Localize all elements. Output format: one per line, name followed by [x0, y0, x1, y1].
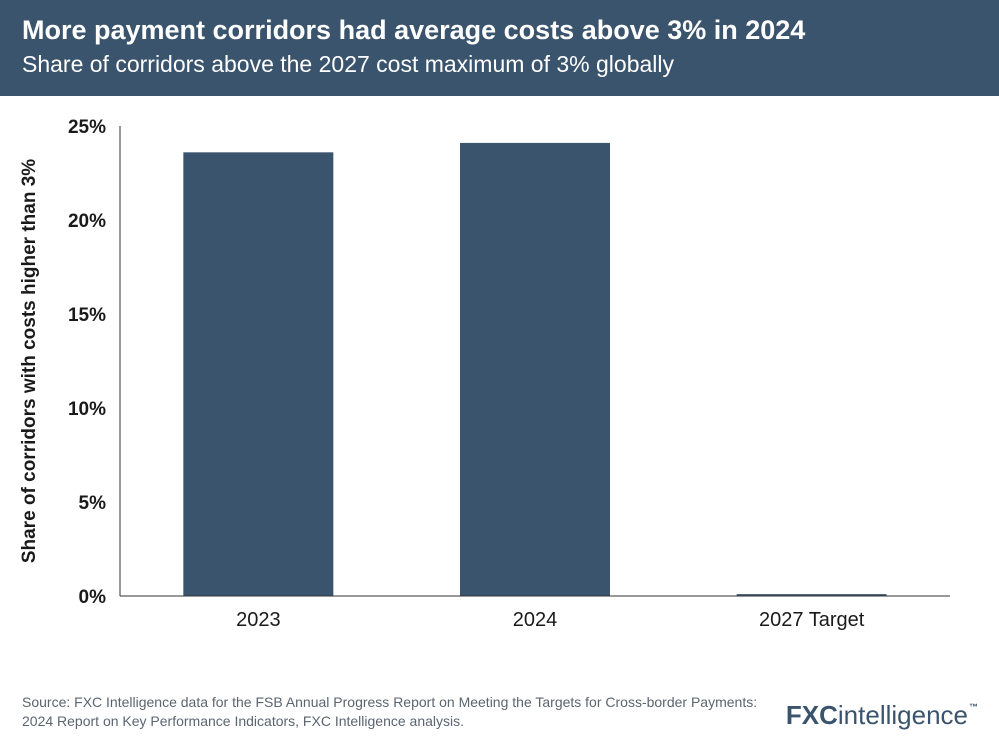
brand-fxc: FXC	[786, 700, 838, 730]
svg-text:2023: 2023	[236, 609, 281, 631]
svg-text:0%: 0%	[79, 587, 107, 608]
svg-text:2024: 2024	[513, 609, 558, 631]
svg-text:15%: 15%	[68, 305, 106, 326]
chart-subtitle: Share of corridors above the 2027 cost m…	[22, 50, 977, 80]
brand-tm: ™	[969, 702, 978, 712]
chart-area: 0% 5% 10% 15% 20% 25% 2023 2024 2027 Target Share…	[0, 96, 999, 656]
bar-chart-svg: 0% 5% 10% 15% 20% 25% 2023 2024 2027 Target Share…	[0, 96, 999, 656]
source-text: Source: FXC Intelligence data for the FS…	[22, 693, 762, 731]
svg-text:20%: 20%	[68, 211, 106, 232]
svg-text:5%: 5%	[79, 493, 107, 514]
y-axis-label: Share of corridors with costs higher tha…	[19, 158, 40, 562]
brand-intel: intelligence	[838, 700, 968, 730]
chart-title: More payment corridors had average costs…	[22, 14, 977, 48]
svg-text:25%: 25%	[68, 117, 106, 138]
brand-logo: FXCintelligence™	[786, 700, 977, 731]
svg-text:10%: 10%	[68, 399, 106, 420]
chart-header: More payment corridors had average costs…	[0, 0, 999, 96]
chart-footer: Source: FXC Intelligence data for the FS…	[22, 693, 977, 731]
svg-text:2027 Target: 2027 Target	[759, 609, 865, 631]
